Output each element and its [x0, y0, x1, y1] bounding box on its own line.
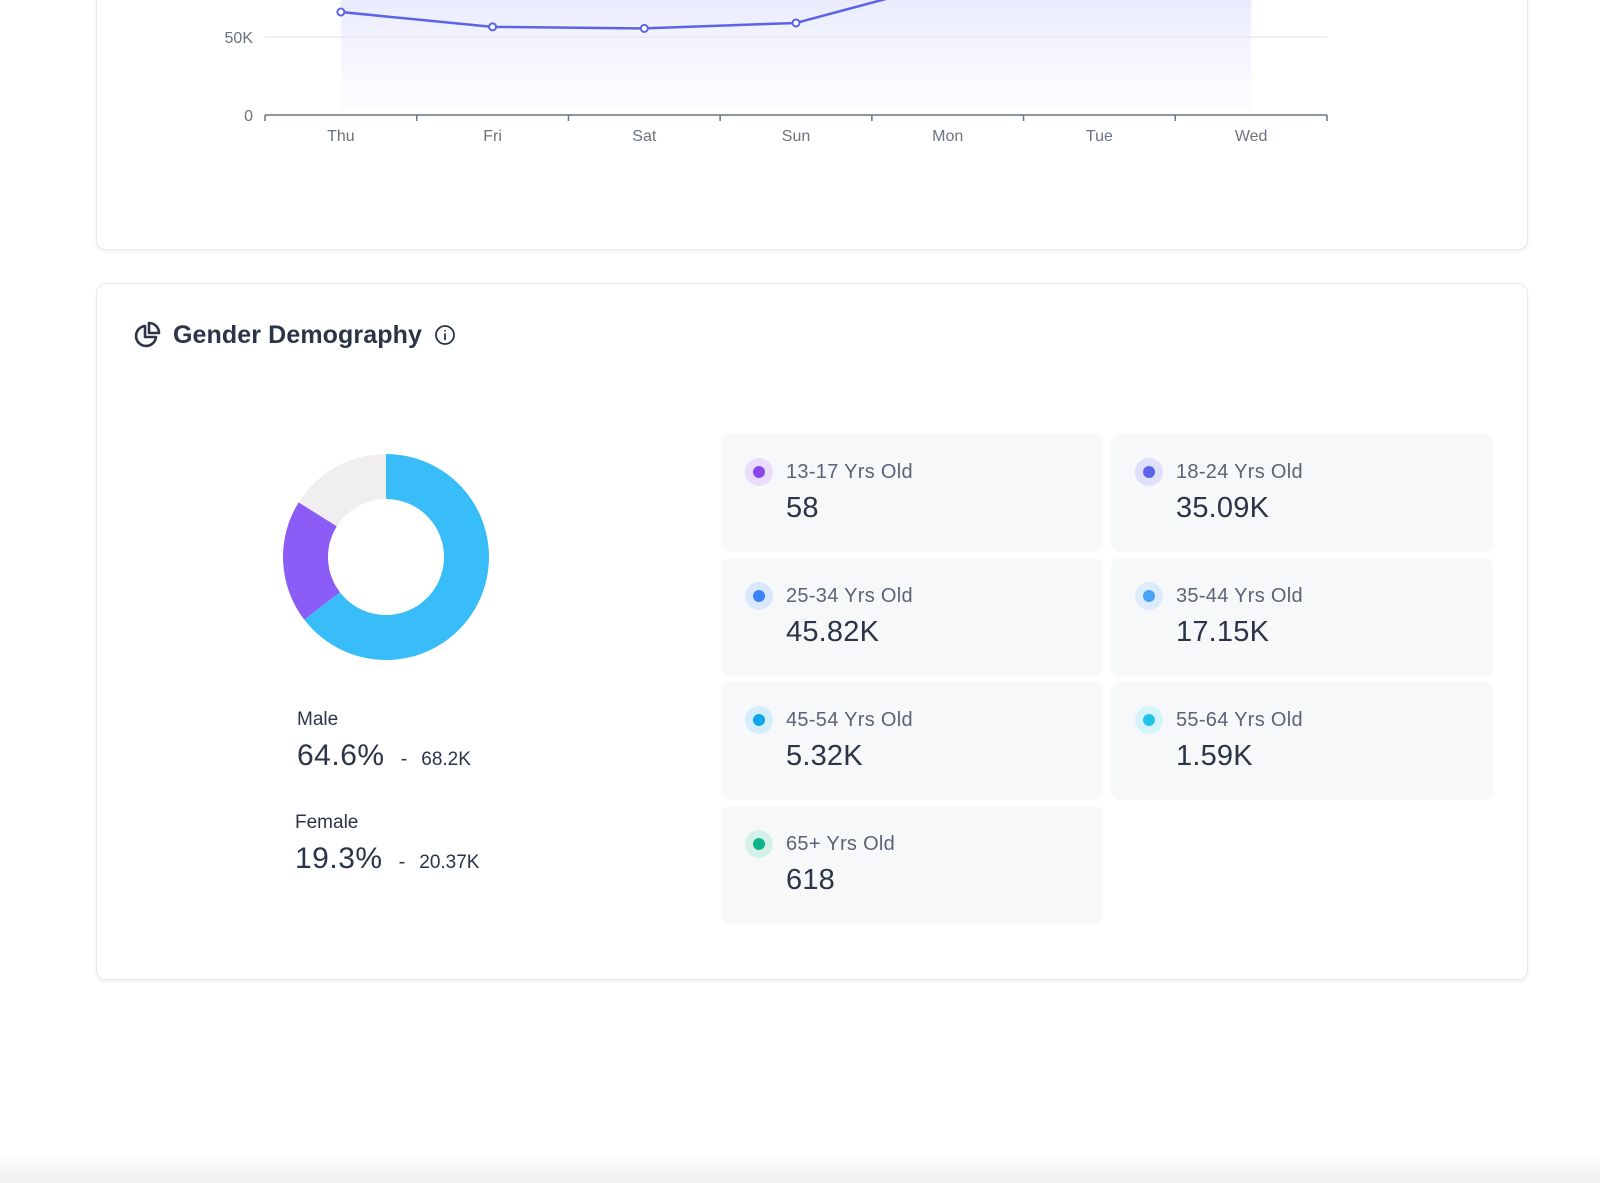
- female-stat: Female 19.3% - 20.37K: [295, 812, 479, 876]
- legend-dot-icon: [1135, 706, 1163, 734]
- data-point: [639, 23, 649, 33]
- age-tile-65-plus: 65+ Yrs Old 618: [721, 806, 1103, 924]
- x-tick-label: Mon: [932, 128, 963, 145]
- data-point: [336, 7, 346, 17]
- x-tick-label: Wed: [1235, 128, 1268, 145]
- x-tick-label: Fri: [483, 128, 502, 145]
- donut-slice-other[interactable]: [298, 454, 386, 527]
- x-tick-label: Tue: [1086, 128, 1113, 145]
- age-label: 55-64 Yrs Old: [1176, 709, 1303, 731]
- donut-slice-female[interactable]: [283, 502, 340, 620]
- age-label: 18-24 Yrs Old: [1176, 461, 1303, 483]
- page-bottom-shadow: [0, 1150, 1600, 1183]
- legend-dot-icon: [745, 706, 773, 734]
- separator-dash: -: [400, 748, 408, 770]
- female-percentage: 19.3%: [295, 842, 383, 875]
- age-tile-18-24: 18-24 Yrs Old 35.09K: [1111, 434, 1493, 552]
- age-value: 618: [786, 864, 835, 896]
- trend-line-chart: 0 50K Thu Fri Sat Sun Mon Tue Wed: [225, 0, 1328, 145]
- age-value: 58: [786, 492, 819, 524]
- age-label: 13-17 Yrs Old: [786, 461, 913, 483]
- info-icon[interactable]: [434, 324, 456, 346]
- age-tile-55-64: 55-64 Yrs Old 1.59K: [1111, 682, 1493, 800]
- age-tile-13-17: 13-17 Yrs Old 58: [721, 434, 1103, 552]
- age-label: 35-44 Yrs Old: [1176, 585, 1303, 607]
- card-header: Gender Demography: [133, 318, 456, 352]
- data-point: [791, 18, 801, 28]
- chart-area-fill: [340, 0, 1252, 109]
- traffic-trend-card: 0 50K Thu Fri Sat Sun Mon Tue Wed: [96, 0, 1528, 250]
- male-label: Male: [297, 709, 339, 730]
- y-tick-label: 50K: [225, 30, 254, 47]
- x-tick-label: Sat: [632, 128, 657, 145]
- age-tile-45-54: 45-54 Yrs Old 5.32K: [721, 682, 1103, 800]
- legend-dot-icon: [745, 458, 773, 486]
- male-percentage: 64.6%: [297, 739, 385, 772]
- age-value: 35.09K: [1176, 492, 1270, 524]
- pie-chart-icon: [133, 321, 161, 349]
- legend-dot-icon: [745, 582, 773, 610]
- donut-slice-male[interactable]: [304, 454, 489, 660]
- female-count: 20.37K: [419, 852, 480, 873]
- age-tile-35-44: 35-44 Yrs Old 17.15K: [1111, 558, 1493, 676]
- legend-dot-icon: [1135, 582, 1163, 610]
- age-tile-25-34: 25-34 Yrs Old 45.82K: [721, 558, 1103, 676]
- age-value: 1.59K: [1176, 740, 1253, 772]
- gender-demography-card: Gender Demography Male 64.6% - 68.2K Fem…: [96, 283, 1528, 980]
- x-tick-label: Thu: [327, 128, 355, 145]
- age-label: 25-34 Yrs Old: [786, 585, 913, 607]
- male-stat: Male 64.6% - 68.2K: [297, 709, 471, 773]
- age-value: 5.32K: [786, 740, 863, 772]
- age-label: 65+ Yrs Old: [786, 833, 896, 855]
- female-label: Female: [295, 812, 359, 833]
- age-label: 45-54 Yrs Old: [786, 709, 913, 731]
- age-value: 45.82K: [786, 616, 880, 648]
- legend-dot-icon: [1135, 458, 1163, 486]
- separator-dash: -: [398, 851, 406, 873]
- male-count: 68.2K: [421, 749, 471, 770]
- x-tick-label: Sun: [782, 128, 810, 145]
- y-tick-label: 0: [244, 108, 253, 125]
- data-point: [488, 22, 498, 32]
- legend-dot-icon: [745, 830, 773, 858]
- gender-donut-chart: [281, 452, 491, 662]
- card-title: Gender Demography: [173, 320, 422, 349]
- age-value: 17.15K: [1176, 616, 1270, 648]
